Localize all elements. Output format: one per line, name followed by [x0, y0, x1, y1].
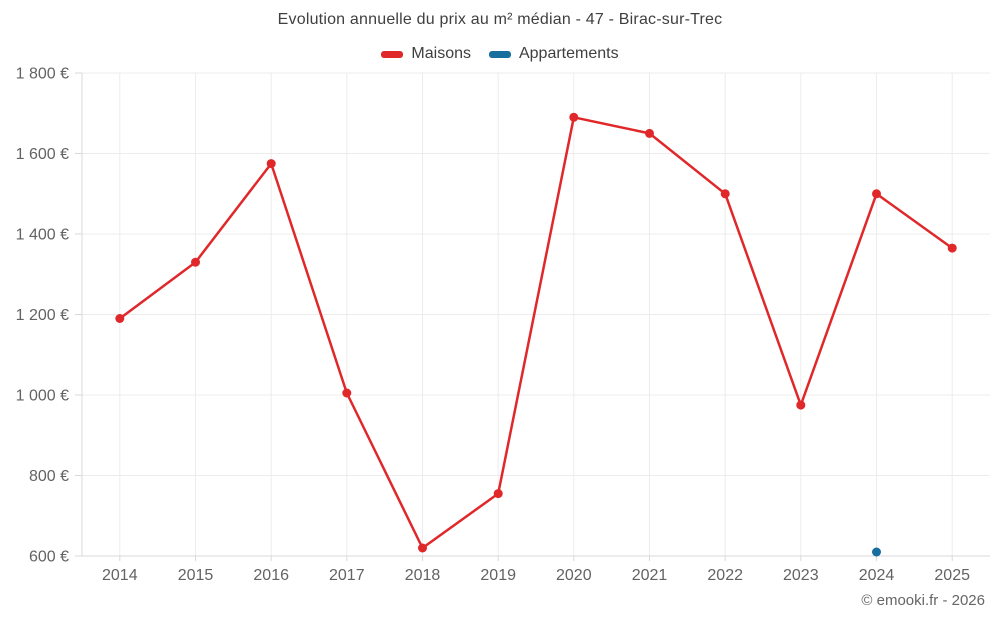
y-tick-label: 1 000 € — [16, 388, 69, 405]
legend-label-appartements: Appartements — [518, 45, 619, 62]
maisons-point[interactable] — [493, 489, 503, 499]
y-tick-label: 800 € — [29, 468, 69, 485]
y-tick-label: 600 € — [29, 549, 69, 566]
series-maisons — [115, 112, 957, 553]
y-gridlines: 600 € 800 € 1 000 € 1 200 € 1 400 € 1 600 € 1 … — [16, 66, 990, 566]
x-tick-label: 2017 — [329, 567, 365, 584]
x-tick-label: 2022 — [707, 567, 743, 584]
legend-item-appartements[interactable]: Appartements — [488, 45, 619, 63]
x-tick-label: 2019 — [480, 567, 516, 584]
maisons-point[interactable] — [266, 159, 276, 169]
x-tick-label: 2020 — [556, 567, 592, 584]
chart-title: Evolution annuelle du prix au m² médian … — [277, 11, 723, 28]
maisons-point[interactable] — [115, 314, 125, 323]
x-tick-label: 2015 — [178, 567, 214, 584]
legend-item-maisons[interactable]: Maisons — [381, 45, 471, 63]
maisons-line — [118, 116, 954, 550]
copyright: © emooki.fr - 2026 — [861, 592, 985, 609]
maisons-point[interactable] — [872, 189, 881, 199]
maisons-point[interactable] — [191, 257, 200, 267]
y-tick-label: 1 200 € — [16, 307, 69, 324]
legend-label-maisons: Maisons — [411, 45, 471, 62]
legend: Maisons Appartements — [0, 45, 1000, 63]
series-appartements — [872, 547, 881, 557]
x-tick-label: 2021 — [632, 567, 668, 584]
x-tick-label: 2024 — [859, 567, 895, 584]
x-gridlines: 2014 2015 2016 2017 2018 2019 2020 2021 2022 2023… — [102, 73, 970, 584]
axes — [81, 73, 990, 557]
y-tick-label: 1 400 € — [16, 227, 69, 244]
maisons-point[interactable] — [720, 189, 730, 199]
x-tick-label: 2025 — [934, 567, 970, 584]
appartements-swatch-icon — [488, 50, 511, 58]
y-tick-label: 1 800 € — [16, 66, 69, 83]
maisons-point[interactable] — [342, 388, 352, 398]
x-tick-label: 2014 — [102, 567, 138, 584]
maisons-point[interactable] — [569, 112, 579, 122]
y-tick-label: 1 600 € — [16, 146, 69, 163]
x-tick-label: 2023 — [783, 567, 819, 584]
maisons-point[interactable] — [796, 400, 806, 410]
x-tick-label: 2016 — [253, 567, 289, 584]
appartements-point[interactable] — [872, 547, 881, 557]
maisons-point[interactable] — [418, 543, 427, 553]
maisons-point[interactable] — [947, 243, 957, 253]
maisons-swatch-icon — [381, 50, 404, 58]
x-tick-label: 2018 — [405, 567, 441, 584]
maisons-point[interactable] — [645, 128, 654, 138]
